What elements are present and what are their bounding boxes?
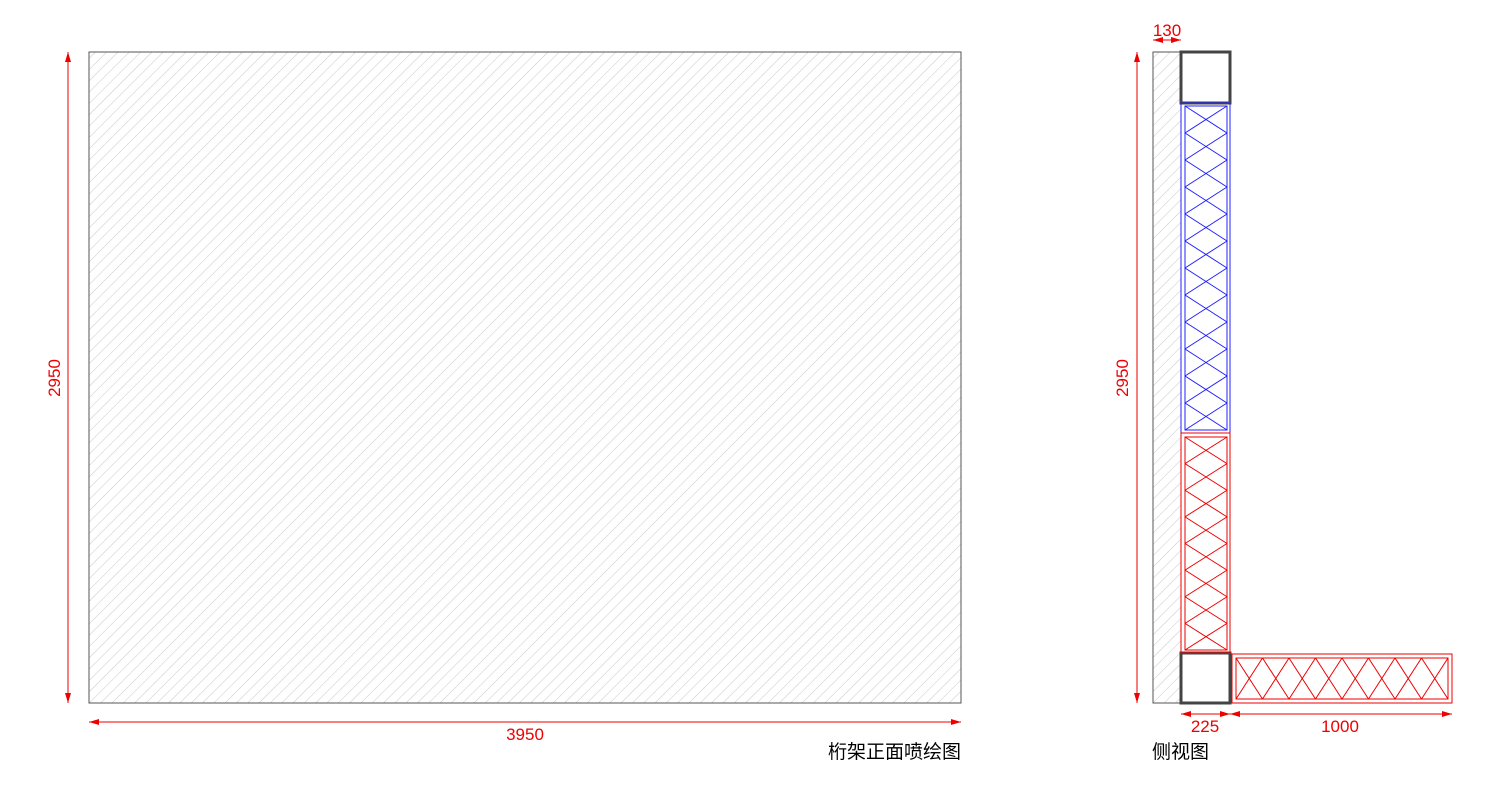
truss-frame — [1180, 102, 1231, 434]
lattice-member — [1184, 213, 1228, 242]
lattice-member — [1184, 543, 1228, 571]
lattice-member — [1421, 657, 1449, 700]
height-label: 2950 — [45, 359, 64, 397]
lattice-member — [1184, 186, 1228, 215]
lattice-member — [1184, 294, 1228, 323]
lattice-member — [1184, 569, 1228, 598]
lattice-member — [1184, 240, 1228, 269]
lattice-member — [1315, 657, 1343, 700]
wall-label: 130 — [1153, 21, 1181, 40]
lattice-member — [1184, 105, 1228, 134]
caption: 侧视图 — [1152, 741, 1209, 763]
lattice-member — [1184, 463, 1228, 491]
lattice-member — [1341, 657, 1369, 700]
lattice-member — [1235, 657, 1263, 700]
base-label: 1000 — [1321, 717, 1359, 736]
lattice-member — [1184, 489, 1228, 518]
front-panel — [88, 51, 962, 704]
truss-corner — [1179, 651, 1232, 705]
height-label: 2950 — [1113, 359, 1132, 397]
lattice-member — [1184, 516, 1228, 544]
truss-frame — [1184, 105, 1228, 431]
lattice-member — [1184, 402, 1228, 431]
wall — [1152, 51, 1182, 704]
lattice-member — [1184, 348, 1228, 377]
width-label: 3950 — [506, 725, 544, 744]
truss-frame — [1235, 657, 1449, 700]
lattice-member — [1288, 657, 1316, 700]
lattice-member — [1368, 657, 1396, 700]
lattice-member — [1262, 657, 1290, 700]
column-label: 225 — [1191, 717, 1219, 736]
lattice-member — [1184, 159, 1228, 188]
lattice — [1184, 105, 1449, 700]
lattice-member — [1184, 132, 1228, 161]
truss-corner — [1179, 50, 1232, 105]
truss-frame — [1180, 432, 1231, 654]
lattice-member — [1184, 375, 1228, 404]
lattice-member — [1184, 596, 1228, 624]
lattice-member — [1184, 267, 1228, 296]
lattice-member — [1184, 436, 1228, 465]
truss-frame — [1184, 436, 1228, 651]
caption: 桁架正面喷绘图 — [828, 741, 961, 763]
truss-frame — [1231, 653, 1453, 704]
lattice-member — [1184, 622, 1228, 651]
lattice-member — [1184, 321, 1228, 350]
lattice-member — [1394, 657, 1422, 700]
